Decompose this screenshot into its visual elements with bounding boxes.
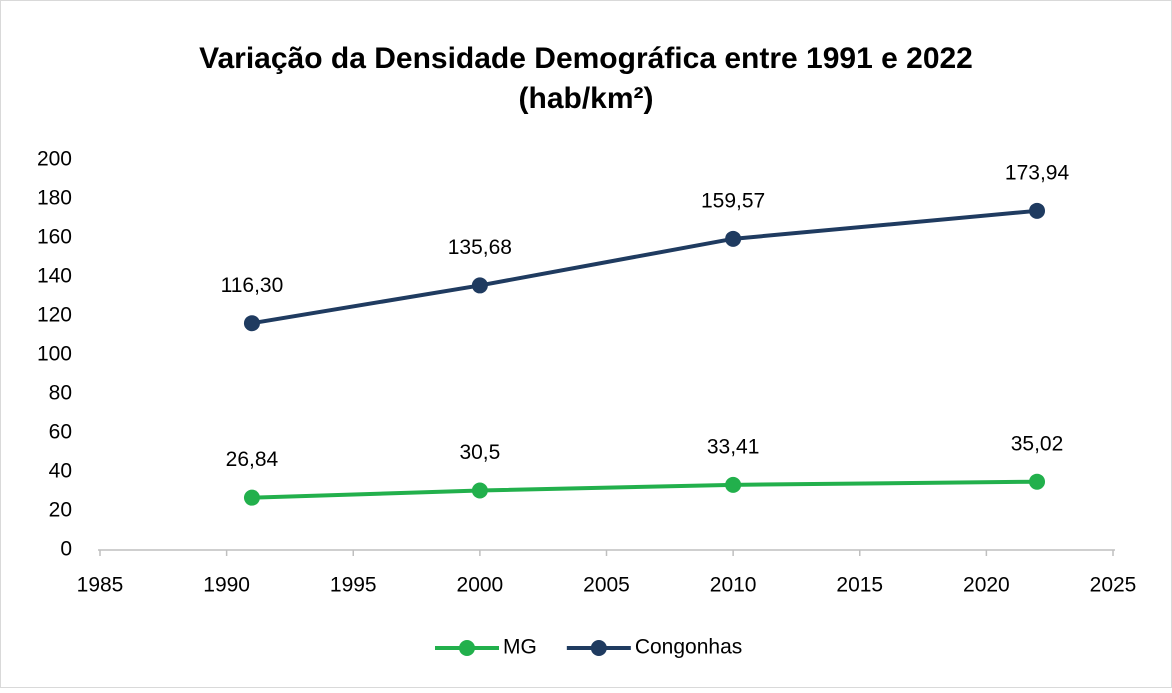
y-tick-label: 0 xyxy=(60,538,72,561)
y-tick-label: 20 xyxy=(49,499,72,522)
y-tick-label: 40 xyxy=(49,460,72,483)
x-tick-label: 2010 xyxy=(710,574,757,597)
series-line xyxy=(251,208,1038,326)
x-tick-label: 2015 xyxy=(836,574,883,597)
data-point xyxy=(243,315,260,332)
chart-title: (hab/km²) xyxy=(519,82,654,115)
y-tick-label: 100 xyxy=(37,343,72,366)
data-point xyxy=(725,230,742,247)
x-tick-label: 1985 xyxy=(77,574,124,597)
data-point xyxy=(1029,202,1046,219)
data-label: 26,84 xyxy=(226,448,279,471)
x-tick-label: 1990 xyxy=(203,574,250,597)
y-tick-label: 200 xyxy=(37,148,72,171)
data-point xyxy=(1029,473,1046,490)
chart-title: Variação da Densidade Demográfica entre … xyxy=(199,42,973,75)
series-line xyxy=(251,479,1038,500)
data-label: 135,68 xyxy=(448,236,512,259)
data-label: 159,57 xyxy=(701,189,765,212)
data-label: 30,5 xyxy=(459,441,500,464)
data-point xyxy=(725,476,742,493)
y-tick-label: 180 xyxy=(37,187,72,210)
x-tick-label: 1995 xyxy=(330,574,377,597)
legend-label: Congonhas xyxy=(635,636,742,659)
data-point xyxy=(243,489,260,506)
legend-marker xyxy=(590,640,607,656)
data-label: 35,02 xyxy=(1011,432,1064,455)
legend-label: MG xyxy=(503,636,537,659)
y-tick-label: 120 xyxy=(37,304,72,327)
y-tick-label: 80 xyxy=(49,382,72,405)
legend-marker xyxy=(459,640,475,656)
data-label: 173,94 xyxy=(1005,161,1070,184)
x-tick-label: 2020 xyxy=(963,574,1010,597)
y-tick-label: 60 xyxy=(49,421,72,444)
data-label: 33,41 xyxy=(707,435,760,458)
x-tick-label: 2005 xyxy=(583,574,630,597)
data-point xyxy=(471,482,488,499)
x-tick-label: 2025 xyxy=(1090,574,1137,597)
y-tick-label: 160 xyxy=(37,226,72,249)
x-tick-label: 2000 xyxy=(457,574,504,597)
data-point xyxy=(471,277,488,294)
y-tick-label: 140 xyxy=(37,265,72,288)
data-label: 116,30 xyxy=(221,274,284,297)
